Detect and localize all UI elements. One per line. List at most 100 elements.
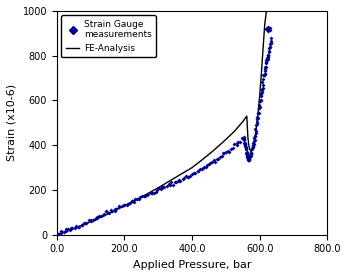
Point bbox=[243, 147, 248, 152]
Point bbox=[246, 157, 251, 162]
Point bbox=[138, 195, 143, 199]
Point bbox=[231, 142, 237, 146]
Point bbox=[259, 91, 264, 96]
Point bbox=[172, 179, 177, 184]
Point bbox=[167, 182, 173, 187]
Point bbox=[185, 175, 191, 179]
Point bbox=[81, 220, 87, 225]
Point bbox=[262, 65, 268, 69]
Point bbox=[251, 139, 257, 143]
Point bbox=[244, 152, 250, 156]
Point bbox=[196, 168, 201, 173]
Point bbox=[248, 152, 254, 156]
Point bbox=[131, 200, 136, 204]
Point bbox=[243, 147, 248, 152]
Point bbox=[254, 119, 260, 124]
Point bbox=[252, 138, 258, 143]
Point bbox=[124, 203, 129, 207]
Point bbox=[70, 226, 75, 230]
Point bbox=[256, 111, 261, 115]
Point bbox=[55, 232, 61, 236]
Point bbox=[79, 223, 85, 227]
Point bbox=[63, 227, 69, 231]
Point bbox=[58, 230, 64, 235]
Point bbox=[98, 214, 104, 218]
Point bbox=[244, 151, 250, 155]
Point bbox=[241, 135, 247, 139]
Point bbox=[116, 205, 121, 209]
Point bbox=[265, 26, 270, 30]
Point bbox=[217, 155, 222, 159]
Point bbox=[112, 207, 117, 212]
Point bbox=[67, 227, 73, 232]
Point bbox=[221, 151, 227, 156]
Point bbox=[244, 152, 250, 157]
Point bbox=[238, 140, 243, 144]
Point bbox=[257, 99, 263, 104]
Point bbox=[265, 54, 271, 58]
Point bbox=[248, 151, 253, 155]
Point bbox=[264, 27, 270, 31]
Point bbox=[242, 143, 248, 148]
Point bbox=[242, 137, 247, 141]
Point bbox=[246, 156, 252, 160]
Point bbox=[246, 154, 251, 158]
Point bbox=[268, 40, 274, 45]
Point bbox=[264, 58, 270, 62]
Point bbox=[214, 157, 220, 161]
Point bbox=[262, 68, 268, 73]
Point bbox=[158, 187, 164, 191]
Point bbox=[125, 202, 131, 206]
Point bbox=[144, 193, 150, 198]
Point bbox=[257, 102, 262, 107]
Point bbox=[84, 221, 89, 225]
Point bbox=[134, 197, 140, 202]
Point bbox=[153, 190, 159, 194]
Point bbox=[235, 141, 240, 146]
Point bbox=[150, 190, 155, 195]
Point bbox=[251, 136, 257, 141]
Point bbox=[267, 42, 273, 46]
Point bbox=[201, 165, 207, 170]
Point bbox=[56, 232, 61, 236]
Point bbox=[256, 106, 261, 110]
Point bbox=[245, 158, 250, 163]
Point bbox=[235, 140, 240, 145]
Point bbox=[127, 201, 133, 205]
Point bbox=[206, 162, 212, 166]
Point bbox=[244, 152, 250, 157]
Point bbox=[230, 145, 235, 150]
Point bbox=[264, 27, 269, 31]
Point bbox=[177, 179, 183, 183]
Point bbox=[247, 153, 253, 158]
Point bbox=[250, 145, 256, 150]
Point bbox=[262, 71, 267, 76]
Point bbox=[248, 154, 254, 158]
Point bbox=[86, 217, 92, 222]
Point bbox=[243, 142, 248, 146]
Point bbox=[245, 157, 251, 161]
Point bbox=[242, 142, 248, 147]
Point bbox=[244, 149, 249, 154]
Point bbox=[243, 145, 248, 150]
Point bbox=[265, 29, 271, 34]
Point bbox=[102, 212, 107, 217]
Point bbox=[219, 153, 225, 158]
Point bbox=[92, 216, 98, 221]
Point bbox=[113, 207, 119, 211]
Point bbox=[258, 94, 264, 98]
Point bbox=[182, 176, 187, 180]
Point bbox=[88, 217, 94, 222]
Point bbox=[159, 185, 165, 189]
Point bbox=[249, 147, 255, 151]
Point bbox=[243, 150, 249, 155]
Point bbox=[166, 182, 172, 186]
Point bbox=[267, 45, 272, 50]
Point bbox=[75, 225, 81, 230]
Legend: Strain Gauge
measurements, FE-Analysis: Strain Gauge measurements, FE-Analysis bbox=[61, 16, 156, 57]
Point bbox=[171, 183, 176, 188]
Point bbox=[241, 136, 246, 141]
Point bbox=[243, 144, 248, 148]
Point bbox=[64, 229, 69, 234]
Point bbox=[151, 191, 157, 195]
